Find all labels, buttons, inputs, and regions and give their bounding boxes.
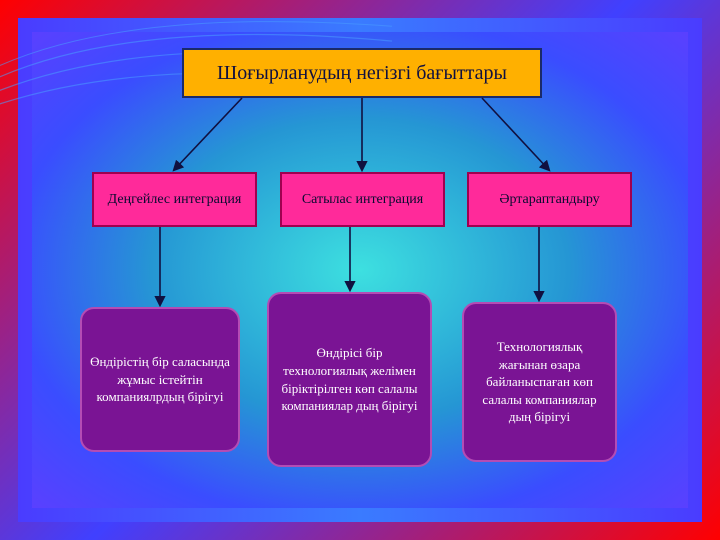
diagram-title-text: Шоғырланудың негізгі бағыттары xyxy=(217,62,507,85)
desc-node-1: Өндірістің бір саласында жұмыс істейтін … xyxy=(80,307,240,452)
mid-node-label: Деңгейлес интеграция xyxy=(108,192,242,208)
desc-node-2: Өндірісі бір технологиялық желімен бірік… xyxy=(267,292,432,467)
mid-node-diversification: Әртараптандыру xyxy=(467,172,632,227)
mid-node-label: Сатылас интеграция xyxy=(302,192,423,208)
mid-node-label: Әртараптандыру xyxy=(499,192,599,208)
mid-node-horizontal: Деңгейлес интеграция xyxy=(92,172,257,227)
outer-frame: Шоғырланудың негізгі бағыттары Деңгейлес… xyxy=(0,0,720,540)
desc-node-text: Өндірістің бір саласында жұмыс істейтін … xyxy=(90,353,230,406)
diagram-title: Шоғырланудың негізгі бағыттары xyxy=(182,48,542,98)
inner-stage: Шоғырланудың негізгі бағыттары Деңгейлес… xyxy=(32,32,688,508)
mid-frame: Шоғырланудың негізгі бағыттары Деңгейлес… xyxy=(18,18,702,522)
desc-node-text: Өндірісі бір технологиялық желімен бірік… xyxy=(277,344,422,414)
desc-node-3: Технологиялық жағынан өзара байланыспаға… xyxy=(462,302,617,462)
desc-node-text: Технологиялық жағынан өзара байланыспаға… xyxy=(472,338,607,426)
mid-node-vertical: Сатылас интеграция xyxy=(280,172,445,227)
